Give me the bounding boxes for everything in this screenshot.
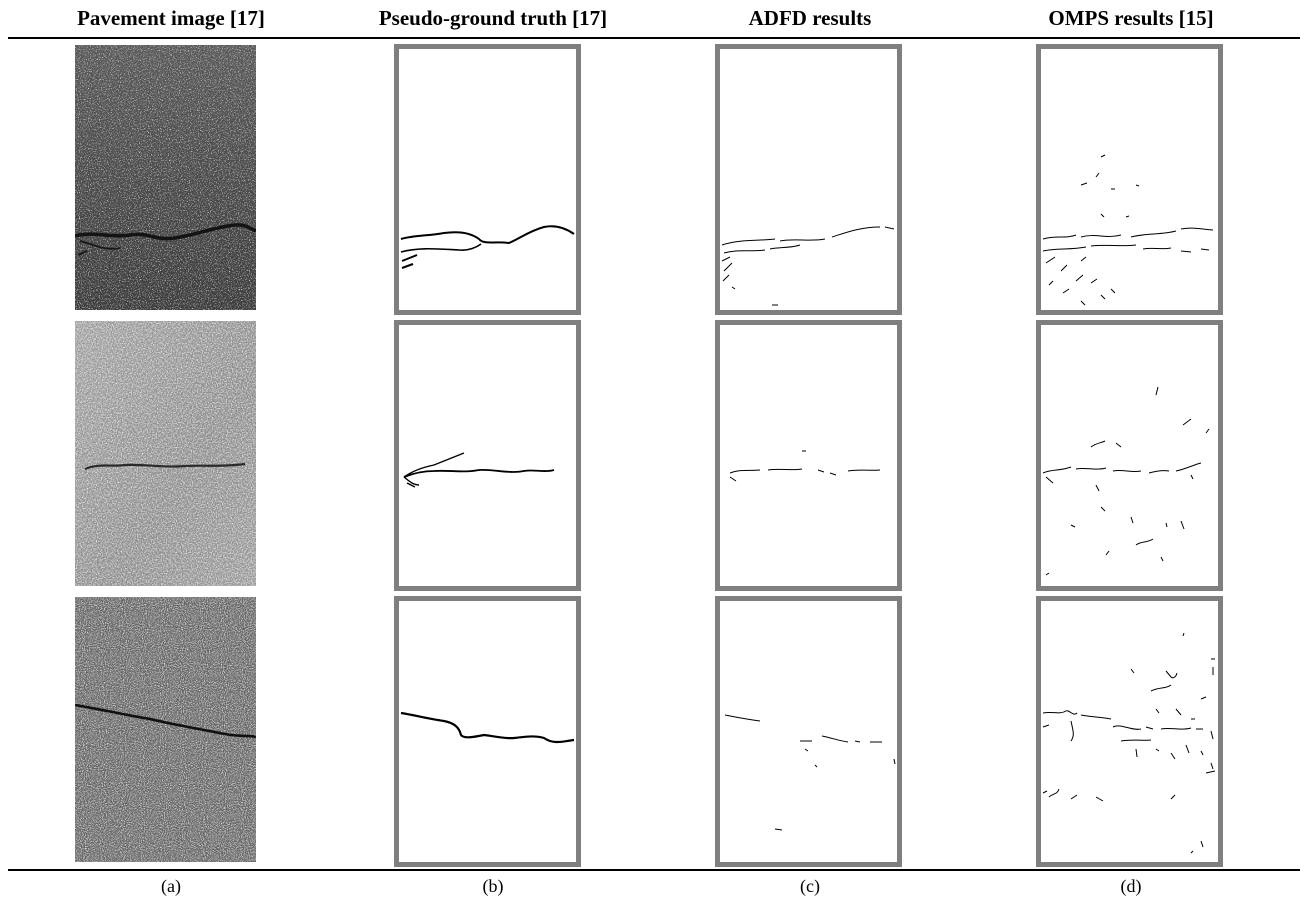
adfd-result-frame-row2: [715, 320, 902, 591]
top-rule: [8, 37, 1300, 39]
adfd-result-frame-row1: [715, 44, 902, 315]
pavement-image-row2: [75, 321, 256, 586]
bottom-rule: [8, 869, 1300, 871]
col-header-pavement: Pavement image [17]: [77, 6, 265, 30]
pavement-image-row1: [75, 45, 256, 310]
col-header-ground-truth: Pseudo-ground truth [17]: [378, 6, 608, 30]
col-header-adfd: ADFD results: [748, 6, 872, 30]
col-header-omps: OMPS results [15]: [1048, 6, 1214, 30]
adfd-result-frame-row3: [715, 596, 902, 867]
ground-truth-frame-row1: [394, 44, 581, 315]
omps-result-frame-row3: [1036, 596, 1223, 867]
caption-b: (b): [482, 876, 504, 896]
omps-result-frame-row2: [1036, 320, 1223, 591]
caption-c: (c): [800, 876, 820, 896]
caption-a: (a): [161, 876, 181, 896]
ground-truth-frame-row3: [394, 596, 581, 867]
caption-d: (d): [1120, 876, 1142, 896]
ground-truth-frame-row2: [394, 320, 581, 591]
pavement-image-row3: [75, 597, 256, 862]
omps-result-frame-row1: [1036, 44, 1223, 315]
